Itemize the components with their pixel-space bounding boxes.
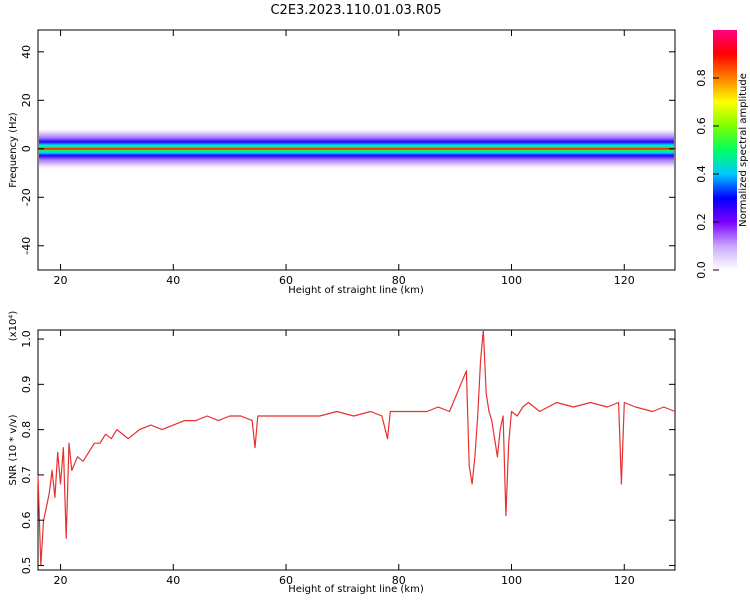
x-tick-label: 60 [279, 274, 293, 287]
colorbar: 0.0 0.2 0.4 0.6 0.8 Normalized spectral ampl… [695, 30, 749, 279]
x-tick-label: 20 [54, 574, 68, 587]
snr-line [37, 329, 676, 567]
spectrogram-y-axis: -40 -20 0 20 40 [20, 45, 675, 255]
y-tick-label: -20 [20, 188, 33, 206]
x-tick-label: 100 [501, 274, 522, 287]
y-tick-label: 0 [20, 145, 33, 152]
x-tick-label: 120 [614, 274, 635, 287]
y-tick-label: 0.7 [20, 466, 33, 484]
x-tick-label: 80 [392, 574, 406, 587]
snr-plot-area [37, 329, 676, 571]
y-tick-label: 1.0 [20, 330, 33, 348]
x-tick-label: 40 [166, 574, 180, 587]
x-tick-label: 120 [614, 574, 635, 587]
x-tick-label: 20 [54, 274, 68, 287]
snr-x-axis: 20 40 60 80 100 120 [54, 330, 635, 587]
spectrogram-x-axis-label: Height of straight line (km) [288, 285, 424, 296]
snr-y-multiplier: (x10⁴) [8, 311, 19, 342]
snr-panel: 20 40 60 80 100 120 0.5 0.6 0.7 0.8 0.9 1.0 Height… [8, 311, 676, 595]
snr-x-axis-label: Height of straight line (km) [288, 584, 424, 595]
colorbar-axis: 0.0 0.2 0.4 0.6 0.8 [695, 69, 719, 279]
y-tick-label: 0.8 [20, 421, 33, 439]
colorbar-tick-label: 0.4 [695, 165, 708, 183]
spectrogram-y-axis-label: Frequency (Hz) [8, 112, 19, 188]
colorbar-tick-label: 0.8 [695, 69, 708, 87]
x-tick-label: 60 [279, 574, 293, 587]
y-tick-label: 40 [20, 45, 33, 59]
snr-series [37, 329, 676, 567]
y-tick-label: 20 [20, 93, 33, 107]
colorbar-gradient [713, 30, 737, 270]
y-tick-label: -40 [20, 237, 33, 255]
x-tick-label: 40 [166, 274, 180, 287]
chart-title: C2E3.2023.110.01.03.R05 [270, 3, 441, 18]
snr-y-axis: 0.5 0.6 0.7 0.8 0.9 1.0 [20, 330, 675, 574]
snr-y-axis-label: SNR (10 * v/v) [8, 414, 19, 485]
spectrogram-x-axis: 20 40 60 80 100 120 [54, 30, 635, 287]
x-tick-label: 100 [501, 574, 522, 587]
colorbar-tick-label: 0.6 [695, 117, 708, 135]
y-tick-label: 0.5 [20, 557, 33, 575]
x-tick-label: 80 [392, 274, 406, 287]
spectrogram-panel: 20 40 60 80 100 120 -40 -20 0 20 40 Height of str… [8, 29, 676, 296]
spectral-band [39, 127, 674, 171]
y-tick-label: 0.9 [20, 376, 33, 394]
colorbar-tick-label: 0.0 [695, 261, 708, 279]
y-tick-label: 0.6 [20, 511, 33, 529]
colorbar-tick-label: 0.2 [695, 213, 708, 231]
colorbar-label: Normalized spectral amplitude [738, 73, 749, 227]
